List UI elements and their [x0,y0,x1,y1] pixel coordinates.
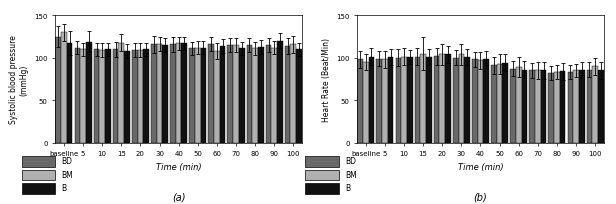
Bar [420,54,426,143]
Bar [522,70,527,143]
Y-axis label: Systolic blood pressure
(mmHg): Systolic blood pressure (mmHg) [9,35,29,124]
Bar [239,49,245,143]
Bar [516,68,522,143]
Bar [415,58,420,143]
Bar [285,47,291,143]
Bar [144,50,149,143]
Bar [113,50,118,143]
Bar [472,60,477,143]
Bar [401,58,407,143]
Bar [99,51,105,143]
Bar [195,48,201,143]
Bar [233,46,239,143]
Bar [132,51,137,143]
Bar [137,51,144,143]
Bar [395,59,401,143]
Text: BM: BM [62,170,73,179]
Bar [439,55,445,143]
Bar [189,49,195,143]
Text: BD: BD [345,157,356,166]
Bar [67,44,73,143]
Text: BM: BM [345,170,357,179]
Bar [357,60,363,143]
Text: B: B [345,183,350,192]
Bar [376,59,382,143]
Bar [368,58,375,143]
Bar [387,58,394,143]
Bar [176,44,182,143]
Bar [510,69,516,143]
Bar [151,45,156,143]
Bar [496,64,503,143]
Bar [208,45,214,143]
Bar [265,46,272,143]
Bar [567,73,573,143]
Bar [453,59,458,143]
Bar [272,48,277,143]
Bar [296,50,302,143]
Bar [434,57,439,143]
Bar [560,72,565,143]
X-axis label: Time (min): Time (min) [458,162,503,171]
Text: (a): (a) [172,192,185,202]
Bar [170,45,176,143]
Bar [477,61,484,143]
Bar [252,49,258,143]
Bar [227,46,233,143]
Text: B: B [62,183,67,192]
Bar [61,33,67,143]
Bar [75,48,80,143]
Bar [382,60,387,143]
Bar [554,73,560,143]
Bar [573,71,579,143]
Bar [246,46,252,143]
Bar [484,60,489,143]
Bar [291,45,296,143]
Bar [86,42,92,143]
Bar [458,55,464,143]
Y-axis label: Heart Rate (Beat/Min): Heart Rate (Beat/Min) [322,38,331,121]
Bar [548,74,554,143]
X-axis label: Time (min): Time (min) [156,162,201,171]
Bar [445,55,451,143]
Bar [529,71,535,143]
Bar [586,70,593,143]
Bar [55,37,61,143]
Bar [182,44,187,143]
Bar [163,46,168,143]
Bar [426,58,432,143]
Bar [277,42,283,143]
Bar [80,50,86,143]
Bar [363,63,368,143]
Bar [220,47,225,143]
Text: BD: BD [62,157,73,166]
Bar [541,71,546,143]
Bar [94,50,99,143]
Bar [535,71,541,143]
Bar [201,48,206,143]
Bar [214,52,220,143]
Bar [598,71,604,143]
Bar [593,67,598,143]
Bar [464,58,470,143]
Bar [491,66,496,143]
Text: (b): (b) [474,192,487,202]
Bar [105,50,111,143]
Bar [503,63,508,143]
Bar [579,70,585,143]
Bar [118,43,124,143]
Bar [124,52,130,143]
Bar [156,45,163,143]
Bar [258,48,264,143]
Bar [407,58,413,143]
